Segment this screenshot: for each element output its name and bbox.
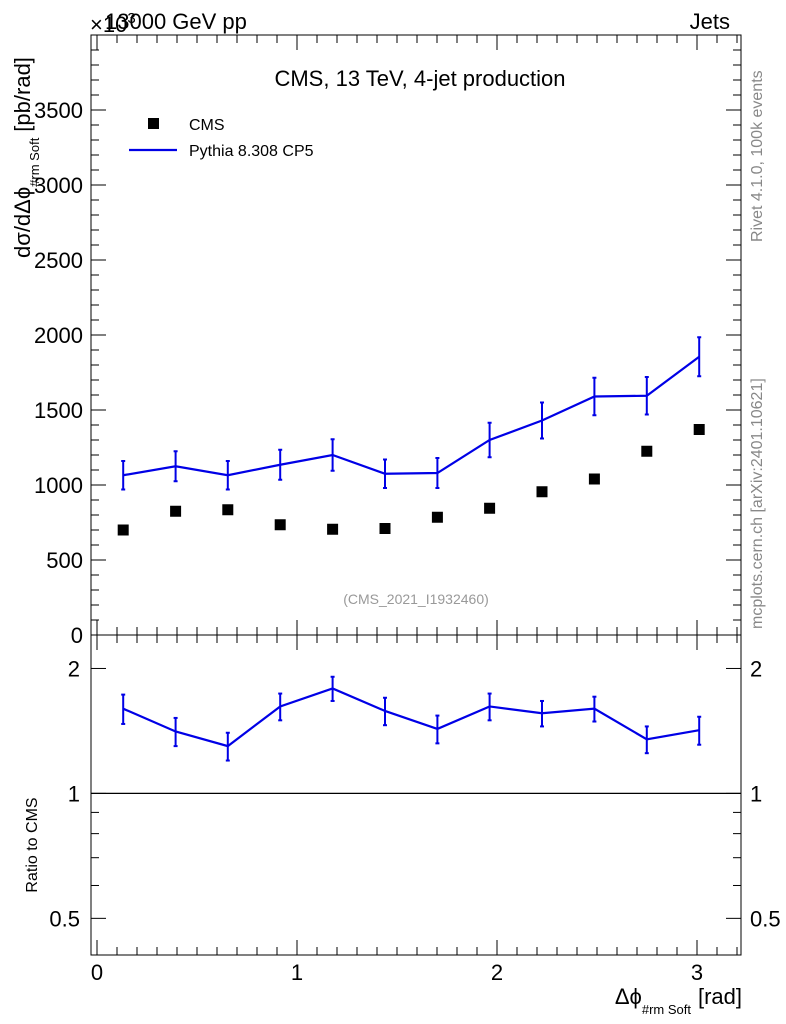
observable-group-label: Jets [690,9,730,34]
cms-data-point [588,473,600,485]
ratio-y-tick-label: 0.5 [49,906,80,931]
x-tick-label: 3 [691,960,703,985]
legend-pythia-label: Pythia 8.308 CP5 [189,143,314,160]
ratio-y-tick-label: 2 [68,656,80,681]
main-y-tick-label: 2000 [34,323,83,348]
cms-data-point [327,523,339,535]
cms-data-point [379,523,391,534]
cms-data-point [641,445,653,457]
main-y-tick-label: 2500 [34,248,83,273]
axis-ticks [91,34,741,955]
cms-data-point [117,524,129,536]
cms-data-point [484,502,496,514]
ratio-y-tick-label: 1 [68,781,80,806]
ratio-y-tick-label-right: 2 [750,656,762,681]
legend-cms-marker [148,118,159,129]
x-tick-label: 1 [291,960,303,985]
analysis-watermark: (CMS_2021_I1932460) [343,591,489,607]
main-y-tick-label: 500 [46,548,83,573]
data-marks [91,336,741,795]
ratio-y-axis-label: Ratio to CMS [24,797,41,892]
main-y-tick-label: 3500 [34,98,83,123]
plot-title: CMS, 13 TeV, 4-jet production [274,66,565,91]
cms-data-point [693,424,705,435]
exponent-label: ×103 [90,10,136,37]
tick-labels: 0 500 1000 1500 2000 2500 3000 3500 0 1 2 3 0.5 0.5 1 1… [34,98,781,985]
main-y-tick-label: 1500 [34,398,83,423]
main-y-tick-label: 0 [71,623,83,648]
main-y-tick-label: 1000 [34,473,83,498]
ratio-y-tick-label-right: 0.5 [750,906,781,931]
cms-data-point [170,505,182,517]
x-axis-label: Δϕ#rm Soft[rad] [615,984,742,1017]
cms-data-point [274,519,286,531]
rivet-version-label: Rivet 4.1.0, 100k events [749,70,766,242]
x-tick-label: 0 [91,960,103,985]
process-label: 13000 GeV pp [105,9,247,34]
ratio-plot-frame [90,634,742,956]
ratio-series-line [122,687,700,748]
main-y-axis-label: dσ/dΔϕ#rm Soft[pb/rad] [10,57,42,258]
cms-data-point [222,504,234,516]
cms-data-point [536,486,548,498]
mcplots-reference-label: mcplots.cern.ch [arXiv:2401.10621] [749,378,766,629]
main-y-tick-label: 3000 [34,173,83,198]
x-tick-label: 2 [491,960,503,985]
pythia-series-line [123,355,700,477]
legend-cms-label: CMS [189,117,225,134]
cms-data-point [431,511,443,523]
ratio-y-tick-label-right: 1 [750,781,762,806]
